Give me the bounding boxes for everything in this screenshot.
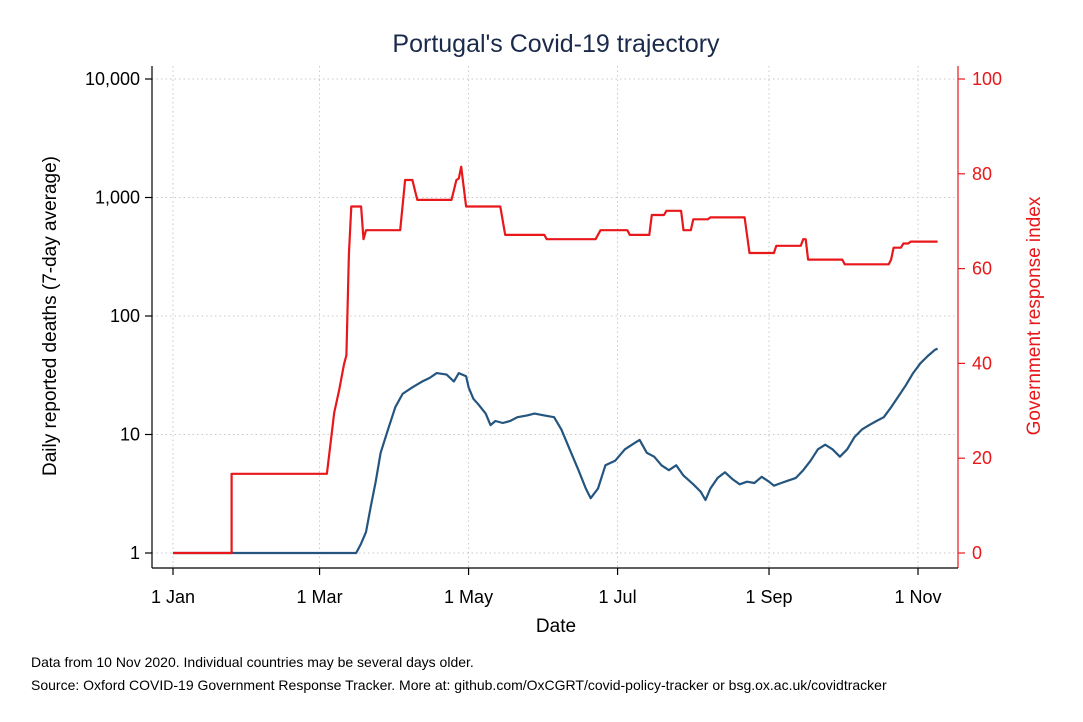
x-axis-label: Date <box>536 616 576 637</box>
note-source: Source: Oxford COVID-19 Government Respo… <box>31 677 887 693</box>
y-left-tick-label: 10 <box>120 425 140 445</box>
x-tick-label: 1 Jan <box>151 587 195 607</box>
x-tick-label: 1 Jul <box>599 587 637 607</box>
series <box>173 165 939 555</box>
y-left-tick-label: 100 <box>110 306 140 326</box>
chart-title: Portugal's Covid-19 trajectory <box>392 30 720 58</box>
y-left-axis-label: Daily reported deaths (7-day average) <box>40 156 61 476</box>
x-tick-label: 1 May <box>444 587 493 607</box>
y-right-tick-label: 0 <box>972 543 982 563</box>
response-index-series-line <box>173 165 938 555</box>
tick-labels: 1 Jan 1 Mar 1 May 1 Jul 1 Sep 1 Nov 1 10 100 1,00… <box>85 69 1002 607</box>
y-left-tick-label: 1 <box>130 543 140 563</box>
y-right-tick-label: 60 <box>972 259 992 279</box>
y-right-tick-label: 80 <box>972 164 992 184</box>
y-right-tick-label: 40 <box>972 353 992 373</box>
y-left-tick-label: 1,000 <box>95 188 140 208</box>
y-right-axis-label: Government response index <box>1024 196 1045 435</box>
y-left-tick-label: 10,000 <box>85 69 140 89</box>
note-data-date: Data from 10 Nov 2020. Individual countr… <box>31 654 474 670</box>
gridlines <box>152 66 958 568</box>
y-right-tick-label: 20 <box>972 448 992 468</box>
y-right-tick-label: 100 <box>972 69 1002 89</box>
x-tick-label: 1 Mar <box>297 587 343 607</box>
axes <box>145 66 965 575</box>
deaths-series-line <box>173 347 939 555</box>
x-tick-label: 1 Sep <box>745 587 792 607</box>
x-tick-label: 1 Nov <box>895 587 942 607</box>
